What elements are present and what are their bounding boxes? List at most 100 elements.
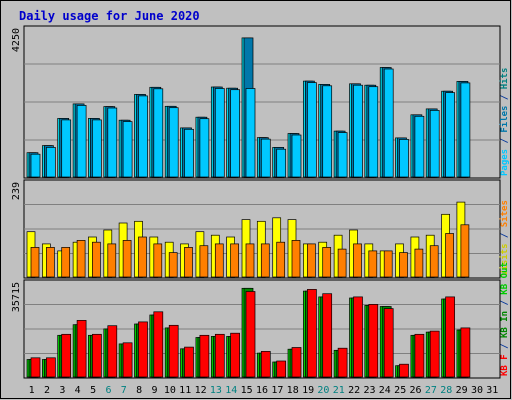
day-label-31: 31 [486, 385, 498, 396]
bar-kb-f-day-3 [61, 333, 72, 378]
bar-sites-day-26 [414, 248, 424, 278]
day-label-21: 21 [333, 385, 345, 396]
day-label-23: 23 [363, 385, 375, 396]
bar-sites-day-21 [337, 248, 347, 278]
bar-kb-f-day-27 [429, 330, 440, 378]
day-label-5: 5 [90, 385, 96, 396]
day-label-1: 1 [29, 385, 35, 396]
bar-kb-f-day-10 [168, 324, 179, 378]
day-label-15: 15 [241, 385, 253, 396]
chart-panel-1: 4250 [11, 25, 501, 179]
bar-pages-day-11 [184, 128, 194, 178]
legend-text: KB F [500, 354, 510, 376]
bar-kb-f-day-21 [337, 347, 348, 378]
legend-text: Hits [499, 68, 510, 90]
bar-sites-day-18 [291, 240, 301, 278]
bar-sites-day-13 [214, 243, 224, 278]
bar-sites-day-12 [199, 245, 209, 278]
legend-text: Visits [499, 243, 510, 276]
bar-kb-f-day-28 [445, 296, 455, 378]
day-label-12: 12 [195, 385, 207, 396]
bar-sites-day-14 [230, 243, 239, 278]
day-label-25: 25 [394, 385, 406, 396]
legend-text: Sites [499, 200, 510, 227]
day-label-3: 3 [59, 385, 65, 396]
legend-text: / [500, 133, 510, 149]
bar-kb-f-day-25 [399, 363, 409, 378]
bar-sites-day-22 [353, 243, 362, 278]
bar-kb-f-day-16 [260, 351, 271, 378]
bar-sites-day-1 [30, 247, 40, 278]
day-label-27: 27 [425, 385, 437, 396]
bar-pages-day-20 [322, 85, 333, 178]
bar-kb-f-day-7 [122, 342, 133, 378]
bar-kb-f-day-14 [230, 332, 240, 378]
legend-panel-2: Visits / Sites [499, 200, 510, 276]
legend-panel-1: Pages / Files / Hits [499, 68, 510, 176]
bar-kb-f-day-26 [414, 333, 425, 378]
bar-kb-f-day-2 [46, 357, 56, 378]
bar-pages-day-25 [399, 139, 409, 178]
legend-text: KB In [500, 311, 510, 338]
bar-pages-day-29 [460, 82, 471, 178]
bar-sites-day-6 [107, 243, 117, 278]
bar-kb-f-day-17 [276, 360, 287, 378]
bar-pages-day-26 [414, 115, 425, 178]
bar-sites-day-7 [122, 240, 132, 278]
day-label-19: 19 [302, 385, 314, 396]
bar-pages-day-5 [92, 119, 102, 178]
chart-panel-3: 35715 [11, 279, 501, 379]
bar-kb-f-day-12 [199, 334, 210, 378]
legend-text: / [500, 227, 510, 243]
day-label-2: 2 [44, 385, 50, 396]
bar-pages-day-10 [168, 107, 179, 178]
bar-pages-day-23 [368, 86, 379, 178]
bar-kb-f-day-9 [153, 311, 164, 378]
bar-kb-f-day-13 [214, 333, 225, 378]
bar-sites-day-15 [245, 243, 255, 278]
bar-pages-day-15 [245, 88, 256, 178]
bar-sites-day-19 [307, 243, 316, 278]
bar-kb-f-day-6 [107, 325, 118, 378]
bar-sites-day-23 [368, 250, 378, 278]
bar-kb-f-day-5 [92, 333, 102, 378]
bar-pages-day-12 [199, 118, 210, 178]
bar-pages-day-7 [122, 121, 133, 178]
bar-sites-day-4 [76, 240, 86, 278]
day-label-16: 16 [256, 385, 268, 396]
bar-sites-day-29 [460, 224, 470, 278]
bar-pages-day-21 [337, 132, 348, 178]
bar-pages-day-2 [46, 147, 56, 178]
day-label-26: 26 [409, 385, 421, 396]
panel-max-label: 4250 [11, 28, 22, 52]
bar-pages-day-9 [153, 88, 164, 178]
day-label-14: 14 [225, 385, 237, 396]
day-label-22: 22 [348, 385, 360, 396]
bar-sites-day-17 [276, 241, 286, 278]
legend-text: / [500, 89, 510, 105]
bar-sites-day-11 [184, 247, 193, 278]
bar-pages-day-4 [76, 105, 87, 178]
day-label-13: 13 [210, 385, 222, 396]
bar-kb-f-day-4 [76, 320, 87, 378]
bar-sites-day-24 [383, 250, 393, 278]
panel-max-label: 239 [11, 182, 22, 200]
bar-kb-f-day-23 [368, 304, 379, 378]
bar-pages-day-8 [138, 95, 148, 178]
bar-kb-f-day-24 [383, 308, 394, 378]
day-label-20: 20 [317, 385, 329, 396]
panel-max-label: 35715 [11, 282, 22, 312]
day-label-10: 10 [164, 385, 176, 396]
bar-pages-day-22 [353, 84, 363, 178]
bar-kb-f-day-18 [291, 347, 302, 378]
bar-sites-day-16 [260, 243, 270, 278]
bar-sites-day-28 [445, 233, 454, 278]
bar-pages-day-17 [276, 148, 287, 178]
day-label-17: 17 [271, 385, 283, 396]
legend-text: / [500, 295, 510, 311]
bar-pages-day-14 [230, 89, 240, 178]
bar-kb-f-day-20 [322, 293, 333, 378]
chart-title: Daily usage for June 2020 [19, 9, 200, 23]
